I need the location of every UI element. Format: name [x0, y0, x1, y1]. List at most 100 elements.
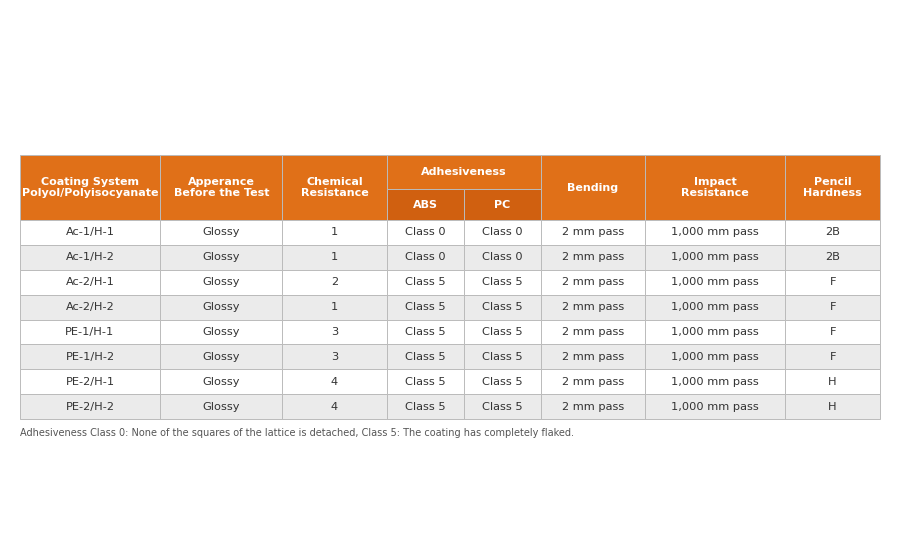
Text: Glossy: Glossy: [202, 228, 240, 238]
Text: Class 5: Class 5: [482, 302, 522, 312]
Bar: [541, 270, 644, 295]
Text: Ac-1/H-1: Ac-1/H-1: [66, 228, 114, 238]
Bar: [160, 295, 283, 320]
Text: Class 5: Class 5: [405, 377, 446, 387]
Text: Coating System
Polyol/Polyisocyanate: Coating System Polyol/Polyisocyanate: [22, 177, 158, 199]
Text: 2 mm pass: 2 mm pass: [562, 377, 624, 387]
Bar: [785, 344, 880, 370]
Text: 1,000 mm pass: 1,000 mm pass: [671, 302, 759, 312]
Text: 1,000 mm pass: 1,000 mm pass: [671, 228, 759, 238]
Text: PE-1/H-1: PE-1/H-1: [66, 327, 114, 337]
Text: 1,000 mm pass: 1,000 mm pass: [671, 277, 759, 287]
Text: Class 5: Class 5: [482, 377, 522, 387]
Text: 2B: 2B: [825, 252, 840, 262]
Text: PE-1/H-2: PE-1/H-2: [66, 352, 114, 362]
Bar: [160, 270, 283, 295]
Text: 2 mm pass: 2 mm pass: [562, 302, 624, 312]
Text: Glossy: Glossy: [202, 402, 240, 411]
Bar: [387, 320, 464, 344]
Text: 3: 3: [331, 352, 338, 362]
Bar: [785, 220, 880, 245]
Bar: [387, 189, 464, 220]
Text: Ac-2/H-2: Ac-2/H-2: [66, 302, 114, 312]
Bar: [387, 295, 464, 320]
Bar: [20, 320, 160, 344]
Bar: [160, 394, 283, 419]
Bar: [387, 370, 464, 394]
Bar: [160, 344, 283, 370]
Bar: [785, 155, 880, 220]
Text: 3: 3: [331, 327, 338, 337]
Bar: [283, 270, 387, 295]
Bar: [464, 370, 541, 394]
Text: Class 5: Class 5: [482, 277, 522, 287]
Text: PE-2/H-2: PE-2/H-2: [66, 402, 114, 411]
Text: Ac-1/H-2: Ac-1/H-2: [66, 252, 114, 262]
Text: Class 5: Class 5: [405, 352, 446, 362]
Text: PC: PC: [494, 200, 510, 210]
Text: PE-2/H-1: PE-2/H-1: [66, 377, 114, 387]
Text: 2 mm pass: 2 mm pass: [562, 228, 624, 238]
Text: Adhesiveness Class 0: None of the squares of the lattice is detached, Class 5: T: Adhesiveness Class 0: None of the square…: [20, 428, 574, 438]
Text: 2 mm pass: 2 mm pass: [562, 402, 624, 411]
Bar: [20, 344, 160, 370]
Bar: [283, 295, 387, 320]
Bar: [20, 295, 160, 320]
Text: H: H: [828, 377, 837, 387]
Text: 4: 4: [331, 377, 338, 387]
Bar: [283, 394, 387, 419]
Bar: [160, 155, 283, 220]
Text: ABS: ABS: [412, 200, 437, 210]
Bar: [644, 320, 785, 344]
Bar: [785, 320, 880, 344]
Text: Class 0: Class 0: [405, 228, 446, 238]
Text: F: F: [830, 302, 836, 312]
Bar: [283, 320, 387, 344]
Bar: [160, 370, 283, 394]
Bar: [644, 245, 785, 270]
Text: F: F: [830, 277, 836, 287]
Bar: [387, 344, 464, 370]
Text: 2: 2: [331, 277, 338, 287]
Bar: [464, 295, 541, 320]
Text: Class 5: Class 5: [405, 327, 446, 337]
Text: 1,000 mm pass: 1,000 mm pass: [671, 327, 759, 337]
Text: Glossy: Glossy: [202, 277, 240, 287]
Bar: [785, 394, 880, 419]
Bar: [464, 220, 541, 245]
Text: 2 mm pass: 2 mm pass: [562, 277, 624, 287]
Text: Apperance
Before the Test: Apperance Before the Test: [174, 177, 269, 199]
Bar: [541, 155, 644, 220]
Text: 2 mm pass: 2 mm pass: [562, 352, 624, 362]
Bar: [387, 155, 541, 189]
Bar: [20, 370, 160, 394]
Text: 4: 4: [331, 402, 338, 411]
Text: 2 mm pass: 2 mm pass: [562, 327, 624, 337]
Bar: [644, 220, 785, 245]
Bar: [464, 270, 541, 295]
Text: 2 mm pass: 2 mm pass: [562, 252, 624, 262]
Text: Glossy: Glossy: [202, 377, 240, 387]
Bar: [283, 155, 387, 220]
Bar: [464, 189, 541, 220]
Text: Class 0: Class 0: [482, 252, 522, 262]
Bar: [283, 370, 387, 394]
Text: 1,000 mm pass: 1,000 mm pass: [671, 377, 759, 387]
Bar: [644, 270, 785, 295]
Bar: [20, 220, 160, 245]
Bar: [160, 220, 283, 245]
Text: Pencil
Hardness: Pencil Hardness: [804, 177, 862, 199]
Text: 1,000 mm pass: 1,000 mm pass: [671, 352, 759, 362]
Bar: [387, 245, 464, 270]
Text: Class 0: Class 0: [405, 252, 446, 262]
Text: 1: 1: [331, 228, 338, 238]
Text: F: F: [830, 352, 836, 362]
Text: 2B: 2B: [825, 228, 840, 238]
Text: 1,000 mm pass: 1,000 mm pass: [671, 252, 759, 262]
Text: Class 5: Class 5: [405, 277, 446, 287]
Bar: [541, 394, 644, 419]
Bar: [283, 220, 387, 245]
Bar: [20, 155, 160, 220]
Bar: [541, 344, 644, 370]
Bar: [283, 245, 387, 270]
